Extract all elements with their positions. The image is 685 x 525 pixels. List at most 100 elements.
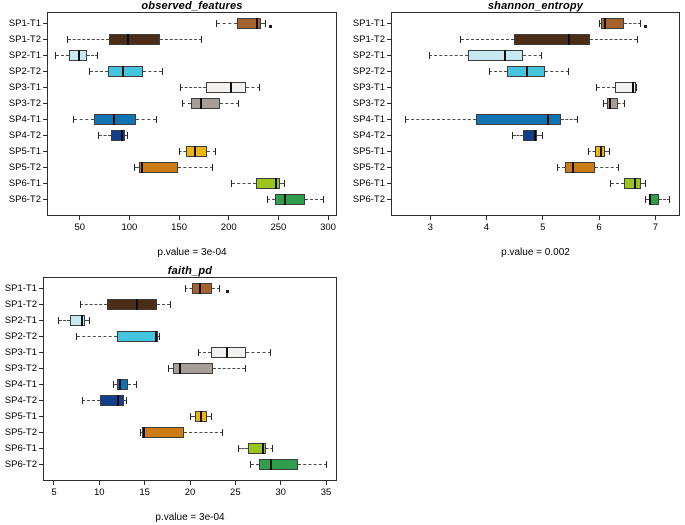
box-SP4-T1 [476,113,562,125]
whisker-high-cap [158,332,160,340]
whisker-low-line [405,118,477,120]
median-line [77,49,80,61]
whisker-low-line [82,400,101,401]
whisker-low-cap [79,300,81,308]
x-tick-label: 300 [320,222,336,233]
y-axis-label: SP3-T1 [8,81,41,93]
whisker-low-cap [189,413,191,421]
y-axis-label: SP6-T2 [4,459,37,471]
p-value-caption: p.value = 3e-04 [157,247,227,258]
x-tick [542,216,544,220]
panel-shannon-entropy: shannon_entropy 3 4 5 6 7 SP1-T1 SP1-T2 SP2-T1 S… [343,0,685,260]
y-axis-label: SP1-T2 [352,33,385,45]
p-value-caption: p.value = 0.002 [501,247,570,258]
whisker-low-line [80,303,108,305]
whisker-high-line [86,54,98,56]
whisker-high-cap [576,115,578,123]
x-tick [277,216,279,220]
whisker-high-cap [169,300,171,308]
x-tick-label: 3 [427,222,433,233]
panel-title: shannon_entropy [487,0,584,12]
whisker-high-cap [135,380,137,388]
y-axis-label: SP2-T2 [8,65,41,77]
box-SP1-T1 [191,282,212,294]
whisker-high-line [536,135,543,136]
whisker-low-cap [231,180,233,188]
whisker-low-line [610,183,624,185]
whisker-low-line [599,22,602,24]
whisker-low-cap [512,132,514,139]
whisker-low-line [168,367,173,369]
whisker-high-line [125,135,128,136]
whisker-high-line [123,400,127,401]
box-SP1-T2 [514,33,591,45]
outlier-marker [268,25,272,29]
outlier-marker [225,290,229,294]
whisker-high-cap [211,413,213,421]
whisker-high-line [523,54,542,56]
whisker-low-cap [428,51,430,59]
whisker-low-cap [89,67,91,75]
median-line [632,81,635,93]
whisker-high-cap [568,67,570,75]
whisker-low-cap [76,332,78,340]
y-axis-label: SP1-T1 [8,17,41,29]
x-tick [234,481,236,485]
whisker-high-line [212,367,246,369]
whisker-low-cap [596,83,598,91]
whisker-high-line [143,70,163,72]
y-tick [39,351,43,353]
whisker-high-line [136,118,157,120]
box-SP1-T1 [236,17,261,29]
whisker-low-line [67,38,109,40]
y-axis-label: SP2-T1 [4,314,37,326]
y-tick [387,135,391,136]
median-line [504,49,507,61]
y-tick [43,86,47,88]
whisker-high-line [305,199,324,201]
x-tick-label: 6 [596,222,602,233]
x-tick-label: 5 [51,487,57,498]
median-line [255,17,258,29]
whisker-high-line [183,432,223,434]
x-tick [228,216,230,220]
median-line [193,146,196,158]
whisker-low-cap [266,196,268,204]
plot-area: 5 10 15 20 25 30 35 SP1-T1 SP1-T2 SP2-T1 SP2-T2 SP3… [5,277,337,498]
whisker-low-cap [602,99,604,107]
x-tick [98,481,100,485]
median-line [633,178,636,190]
box-SP3-T1 [205,81,246,93]
y-tick [387,54,391,56]
y-tick [387,22,391,24]
x-tick [189,481,191,485]
whisker-high-cap [640,19,642,27]
y-axis-label: SP1-T1 [352,17,385,29]
y-axis-label: SP3-T2 [352,97,385,109]
whisker-high-line [260,22,266,24]
whisker-high-line [178,167,213,169]
x-tick-label: 50 [74,222,86,233]
y-axis-label: SP3-T2 [8,97,41,109]
y-axis-label: SP5-T1 [4,411,37,423]
whisker-high-line [545,70,569,72]
y-axis-label: SP6-T2 [8,194,41,206]
y-axis-label: SP4-T1 [4,378,37,390]
whisker-low-line [250,464,259,466]
y-tick [43,183,47,185]
x-tick-label: 5 [540,222,546,233]
y-tick [387,38,391,40]
whisker-high-cap [219,284,221,292]
whisker-high-line [640,183,646,185]
median-line [269,459,272,471]
whisker-low-line [596,86,615,88]
whisker-low-line [58,319,71,321]
panel-title: observed_features [141,0,243,12]
x-tick-label: 35 [320,487,332,498]
whisker-high-cap [272,445,274,453]
whisker-high-line [561,118,578,120]
x-tick-label: 15 [139,487,150,498]
whisker-low-cap [167,364,169,372]
whisker-high-cap [259,83,261,91]
whisker-high-line [157,303,171,305]
